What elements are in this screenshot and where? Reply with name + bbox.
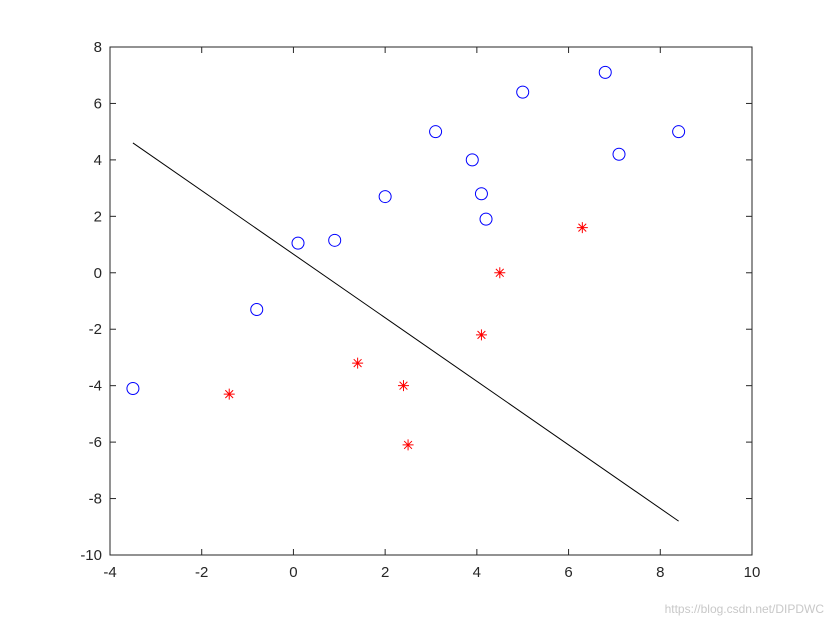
watermark: https://blog.csdn.net/DIPDWC: [664, 602, 824, 616]
circle-point: [672, 125, 686, 139]
y-tick-label: 2: [94, 208, 102, 225]
asterisk-point: [397, 380, 409, 392]
x-tick-label: 8: [656, 564, 664, 581]
circle-point: [378, 190, 392, 204]
x-tick-label: 10: [744, 564, 761, 581]
circle-point: [465, 153, 479, 167]
y-tick-label: -2: [89, 321, 102, 338]
x-tick-label: 0: [289, 564, 297, 581]
circle-point: [250, 302, 264, 316]
y-tick-label: -10: [80, 547, 102, 564]
y-tick-label: -8: [89, 491, 102, 508]
x-tick-label: 4: [473, 564, 481, 581]
y-tick-label: 6: [94, 95, 102, 112]
circle-point: [598, 65, 612, 79]
circle-point: [612, 147, 626, 161]
asterisk-point: [475, 329, 487, 341]
circle-point: [328, 233, 342, 247]
x-tick-label: 6: [564, 564, 572, 581]
decision-line: [132, 142, 679, 522]
asterisk-point: [494, 267, 506, 279]
y-tick-label: -6: [89, 434, 102, 451]
x-tick-label: -2: [195, 564, 208, 581]
y-tick-label: 8: [94, 39, 102, 56]
circle-point: [291, 236, 305, 250]
axes-box: [109, 46, 753, 556]
plot-area: -4 -2 0 2 4 6 8 10 -10 -8 -6 -4 -2 0 2 4 6 8: [80, 39, 760, 581]
asterisk-point: [223, 388, 235, 400]
asterisk-point: [352, 357, 364, 369]
circle-point: [474, 187, 488, 201]
x-tick-label: 2: [381, 564, 389, 581]
circle-point: [429, 125, 443, 139]
y-tick-label: -4: [89, 378, 102, 395]
asterisk-point: [402, 439, 414, 451]
x-tick-label: -4: [103, 564, 116, 581]
circle-point: [126, 381, 140, 395]
y-tick-label: 4: [94, 152, 102, 169]
circle-point: [516, 85, 530, 99]
y-tick-label: 0: [94, 265, 102, 282]
circle-point: [479, 212, 493, 226]
asterisk-point: [576, 222, 588, 234]
